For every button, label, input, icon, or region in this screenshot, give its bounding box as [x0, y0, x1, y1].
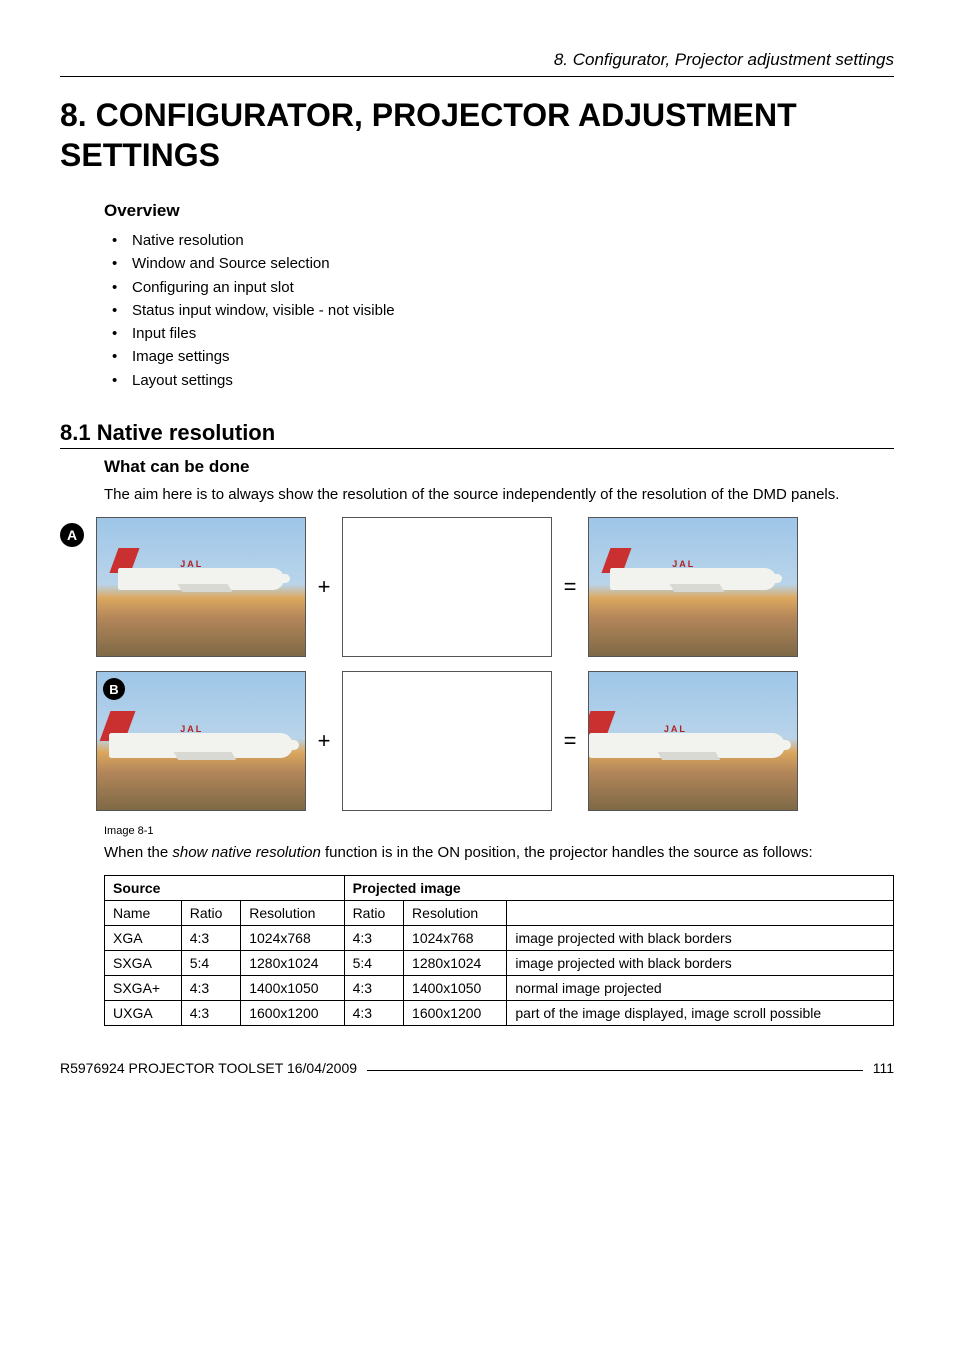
- cell-sratio: 4:3: [181, 976, 240, 1001]
- overview-item: Window and Source selection: [116, 252, 894, 275]
- cell-note: image projected with black borders: [507, 926, 894, 951]
- table-row: SXGA+ 4:3 1400x1050 4:3 1400x1050 normal…: [105, 976, 894, 1001]
- header-rule: [60, 76, 894, 77]
- th-ratio: Ratio: [344, 901, 403, 926]
- figure-thumb-b-panel: [342, 671, 552, 811]
- cell-note: image projected with black borders: [507, 951, 894, 976]
- section-body: What can be done The aim here is to alwa…: [104, 457, 894, 1027]
- plane-wing: [174, 752, 237, 760]
- figure-caption: Image 8-1: [104, 825, 894, 837]
- overview-item: Layout settings: [116, 369, 894, 392]
- plane-label: JAL: [672, 559, 695, 569]
- figure-thumb-a-source: JAL: [96, 517, 306, 657]
- section-heading: 8.1 Native resolution: [60, 420, 894, 446]
- plane-label: JAL: [180, 559, 203, 569]
- table-header-row-2: Name Ratio Resolution Ratio Resolution: [105, 901, 894, 926]
- overview-block: Overview Native resolution Window and So…: [104, 201, 894, 392]
- table-row: UXGA 4:3 1600x1200 4:3 1600x1200 part of…: [105, 1001, 894, 1026]
- plane-wing: [670, 584, 725, 592]
- section-intro: The aim here is to always show the resol…: [104, 485, 894, 505]
- th-source: Source: [105, 876, 345, 901]
- figure-thumb-a-result: JAL: [588, 517, 798, 657]
- plane-wing: [178, 584, 233, 592]
- figure-thumb-b-result: JAL: [588, 671, 798, 811]
- cell-pres: 1400x1050: [404, 976, 507, 1001]
- overview-list: Native resolution Window and Source sele…: [104, 229, 894, 392]
- overview-item: Image settings: [116, 345, 894, 368]
- cell-sres: 1600x1200: [241, 1001, 344, 1026]
- th-name: Name: [105, 901, 182, 926]
- th-resolution: Resolution: [241, 901, 344, 926]
- figure-thumb-a-panel: [342, 517, 552, 657]
- overview-item: Input files: [116, 322, 894, 345]
- cell-pratio: 4:3: [344, 1001, 403, 1026]
- cell-sres: 1400x1050: [241, 976, 344, 1001]
- footer-left: R5976924 PROJECTOR TOOLSET 16/04/2009: [60, 1060, 357, 1076]
- figure-thumb-b-source: B JAL: [96, 671, 306, 811]
- th-projected: Projected image: [344, 876, 893, 901]
- figure-badge-a: A: [60, 523, 84, 547]
- plus-icon: +: [314, 574, 334, 600]
- cell-pratio: 5:4: [344, 951, 403, 976]
- th-note-empty: [507, 901, 894, 926]
- figure-row-a: A JAL + = JAL: [60, 517, 894, 657]
- cell-note: normal image projected: [507, 976, 894, 1001]
- cell-sratio: 4:3: [181, 926, 240, 951]
- after-figure-para: When the show native resolution function…: [104, 843, 894, 863]
- overview-item: Status input window, visible - not visib…: [116, 299, 894, 322]
- cell-name: UXGA: [105, 1001, 182, 1026]
- overview-heading: Overview: [104, 201, 894, 221]
- cell-pratio: 4:3: [344, 976, 403, 1001]
- cell-name: XGA: [105, 926, 182, 951]
- page: 8. Configurator, Projector adjustment se…: [0, 0, 954, 1106]
- th-ratio: Ratio: [181, 901, 240, 926]
- section-rule: [60, 448, 894, 449]
- section-subheading: What can be done: [104, 457, 894, 477]
- page-footer: R5976924 PROJECTOR TOOLSET 16/04/2009 11…: [60, 1060, 894, 1076]
- cell-sratio: 4:3: [181, 1001, 240, 1026]
- plane-label: JAL: [180, 724, 203, 734]
- para-emphasis: show native resolution: [172, 844, 320, 861]
- table-row: SXGA 5:4 1280x1024 5:4 1280x1024 image p…: [105, 951, 894, 976]
- cell-pres: 1280x1024: [404, 951, 507, 976]
- equals-icon: =: [560, 728, 580, 754]
- cell-pres: 1024x768: [404, 926, 507, 951]
- para-suffix: function is in the ON position, the proj…: [321, 844, 813, 861]
- plus-icon: +: [314, 728, 334, 754]
- cell-sres: 1280x1024: [241, 951, 344, 976]
- cell-pratio: 4:3: [344, 926, 403, 951]
- plane-wing: [657, 752, 720, 760]
- cell-name: SXGA+: [105, 976, 182, 1001]
- running-header: 8. Configurator, Projector adjustment se…: [60, 50, 894, 70]
- cell-pres: 1600x1200: [404, 1001, 507, 1026]
- equals-icon: =: [560, 574, 580, 600]
- resolution-table: Source Projected image Name Ratio Resolu…: [104, 875, 894, 1026]
- figure-8-1: A JAL + = JAL: [60, 517, 894, 811]
- cell-sratio: 5:4: [181, 951, 240, 976]
- cell-note: part of the image displayed, image scrol…: [507, 1001, 894, 1026]
- overview-item: Configuring an input slot: [116, 276, 894, 299]
- footer-rule: [367, 1070, 863, 1071]
- para-prefix: When the: [104, 844, 172, 861]
- th-resolution: Resolution: [404, 901, 507, 926]
- cell-name: SXGA: [105, 951, 182, 976]
- cell-sres: 1024x768: [241, 926, 344, 951]
- figure-badge-b: B: [103, 678, 125, 700]
- table-header-row-1: Source Projected image: [105, 876, 894, 901]
- figure-row-b: B JAL + = JAL: [60, 671, 894, 811]
- overview-item: Native resolution: [116, 229, 894, 252]
- plane-label: JAL: [664, 724, 687, 734]
- footer-page-number: 111: [873, 1060, 894, 1076]
- table-row: XGA 4:3 1024x768 4:3 1024x768 image proj…: [105, 926, 894, 951]
- chapter-title: 8. CONFIGURATOR, PROJECTOR ADJUSTMENT SE…: [60, 95, 894, 175]
